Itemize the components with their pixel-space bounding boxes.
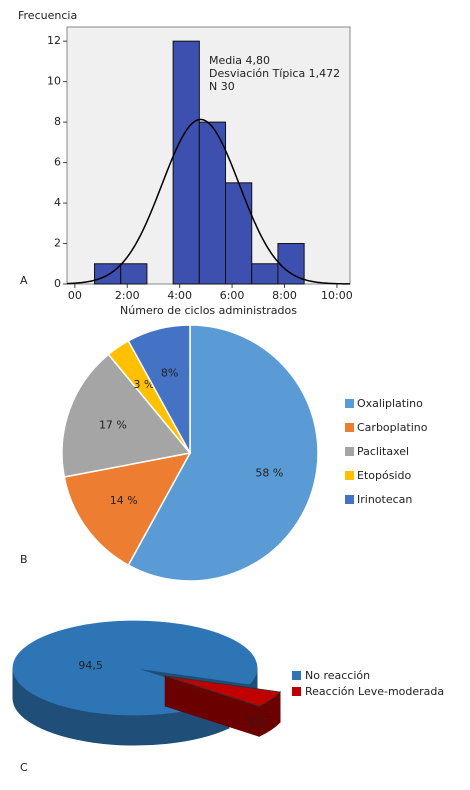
data-label: 14 % xyxy=(110,494,138,507)
data-label: 94,5 xyxy=(78,659,103,672)
y-tick-label: 10 xyxy=(47,75,61,88)
annotation: Desviación Típica 1,472 xyxy=(209,67,340,80)
y-tick-label: 2 xyxy=(54,237,61,250)
legend-swatch xyxy=(345,495,354,504)
x-tick-label: 2:00 xyxy=(115,289,140,302)
histogram-bar xyxy=(225,182,253,285)
histogram-bar xyxy=(94,263,122,285)
pie-slice xyxy=(61,353,192,478)
annotation: Media 4,80 xyxy=(209,54,270,67)
legend-swatch xyxy=(345,447,354,456)
y-tick-label: 0 xyxy=(54,277,61,290)
x-tick-label: 10:00 xyxy=(321,289,353,302)
y-axis-title: Frecuencia xyxy=(18,9,77,22)
y-tick-label: 4 xyxy=(54,196,61,209)
histogram-bar xyxy=(172,40,200,285)
legend-swatch xyxy=(292,671,301,680)
panel-label: A xyxy=(20,274,28,287)
data-label: 17 % xyxy=(99,418,127,431)
legend-label: Irinotecan xyxy=(357,493,412,506)
legend-label: Etopósido xyxy=(357,469,411,482)
legend-label: Paclitaxel xyxy=(357,445,409,458)
y-tick-label: 6 xyxy=(54,156,61,169)
histogram-bar xyxy=(251,263,279,285)
data-label: 5,5 xyxy=(246,714,264,727)
histogram-bar xyxy=(198,121,227,285)
histogram-bar xyxy=(120,263,148,285)
x-tick-label: 00 xyxy=(68,289,82,302)
legend-swatch xyxy=(345,399,354,408)
x-axis-title: Número de ciclos administrados xyxy=(120,304,297,317)
data-label: 8% xyxy=(161,367,178,380)
annotation: N 30 xyxy=(209,80,235,93)
x-tick-label: 6:00 xyxy=(220,289,245,302)
panel-label: B xyxy=(20,553,28,566)
slice-top xyxy=(165,675,281,707)
y-tick-label: 8 xyxy=(54,115,61,128)
legend-label: Carboplatino xyxy=(357,421,428,434)
data-label: 3 % xyxy=(133,378,154,391)
legend-label: Reacción Leve-moderada xyxy=(305,685,444,698)
pie-slice xyxy=(127,324,319,582)
legend-swatch xyxy=(345,423,354,432)
legend-label: Oxaliplatino xyxy=(357,397,423,410)
y-tick-label: 12 xyxy=(47,34,61,47)
legend-swatch xyxy=(345,471,354,480)
x-tick-label: 8:00 xyxy=(272,289,297,302)
normal-curve xyxy=(66,118,351,285)
legend-label: No reacción xyxy=(305,669,370,682)
pie-slice xyxy=(63,451,192,567)
data-label: 58 % xyxy=(255,466,283,479)
panel-label: C xyxy=(20,761,28,774)
legend-swatch xyxy=(292,687,301,696)
pie-slice xyxy=(127,324,191,454)
x-tick-label: 4:00 xyxy=(167,289,192,302)
